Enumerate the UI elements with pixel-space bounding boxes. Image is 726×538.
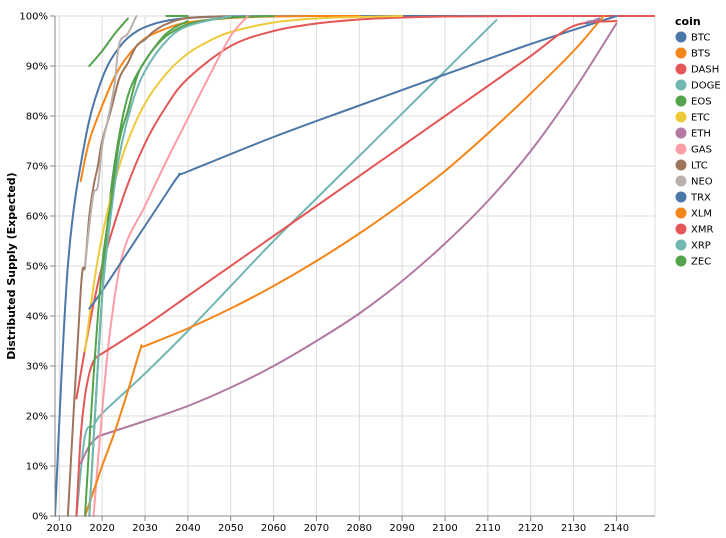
y-tick-label: 70%	[26, 162, 48, 173]
legend-item-trx: TRX	[675, 191, 711, 204]
legend-label: XLM	[691, 209, 712, 220]
x-tick-label: 2040	[175, 523, 200, 534]
legend-label: GAS	[691, 145, 712, 156]
legend-label: LTC	[691, 161, 708, 172]
legend-swatch	[675, 223, 687, 235]
series-line-eth	[79, 22, 618, 465]
series-line-eth	[585, 18, 601, 23]
legend-swatch	[675, 143, 687, 155]
legend-swatch	[675, 79, 687, 91]
legend-label: XMR	[691, 225, 713, 236]
legend-swatch	[675, 31, 687, 43]
y-tick-label: 50%	[26, 262, 48, 273]
legend-swatch	[675, 63, 687, 75]
legend-swatch	[675, 191, 687, 203]
y-tick-label: 90%	[26, 62, 48, 73]
x-tick-label: 2050	[218, 523, 243, 534]
legend-label: BTC	[691, 33, 710, 44]
y-tick-label: 80%	[26, 112, 48, 123]
legend-item-doge: DOGE	[675, 79, 721, 92]
y-tick-label: 30%	[26, 362, 48, 373]
legend-swatch	[675, 239, 687, 251]
legend-swatch	[675, 207, 687, 219]
x-tick-label: 2120	[518, 523, 543, 534]
series-line-gas	[92, 15, 249, 517]
legend-title: coin	[675, 15, 701, 28]
legend-label: DASH	[691, 65, 719, 76]
legend-item-ltc: LTC	[675, 159, 708, 172]
legend-swatch	[675, 175, 687, 187]
legend-label: ZEC	[691, 257, 711, 268]
legend: coin BTC BTS DASH DOGE EOS ETC ETH GAS LTC NEO TRX…	[675, 15, 721, 268]
legend-label: EOS	[691, 97, 712, 108]
legend-item-xrp: XRP	[675, 239, 711, 252]
legend-item-neo: NEO	[675, 175, 713, 188]
legend-item-dash: DASH	[675, 63, 719, 76]
legend-item-zec: ZEC	[675, 255, 711, 268]
y-tick-label: 10%	[26, 462, 48, 473]
y-tick-label: 60%	[26, 212, 48, 223]
y-axis-title: Distributed Supply (Expected)	[5, 172, 18, 359]
legend-item-btc: BTC	[675, 31, 710, 44]
legend-item-gas: GAS	[675, 143, 712, 156]
legend-item-xmr: XMR	[675, 223, 713, 236]
legend-label: BTS	[691, 49, 710, 60]
series-line-neo	[84, 15, 138, 267]
x-tick-label: 2070	[304, 523, 329, 534]
x-tick-label: 2130	[561, 523, 586, 534]
series-line-doge	[75, 19, 498, 517]
series-line-trx	[88, 15, 618, 310]
y-tick-label: 20%	[26, 412, 48, 423]
x-tick-label: 2110	[475, 523, 500, 534]
axes: 0% 10% 20% 30% 40% 50% 60% 70% 80% 90% 100% 2010 202…	[19, 12, 655, 534]
x-tick-label: 2100	[432, 523, 457, 534]
x-tick-label: 2140	[604, 523, 629, 534]
x-tick-label: 2020	[89, 523, 114, 534]
series-line-xlm	[84, 15, 605, 517]
series-line-bts	[79, 14, 361, 182]
x-tick-label: 2080	[347, 523, 372, 534]
legend-swatch	[675, 127, 687, 139]
series-line-etc	[84, 15, 404, 352]
legend-label: NEO	[691, 177, 713, 188]
legend-item-bts: BTS	[675, 47, 710, 60]
legend-item-etc: ETC	[675, 111, 710, 124]
series-line-zec	[84, 20, 189, 517]
y-tick-label: 100%	[19, 12, 48, 23]
legend-label: TRX	[690, 193, 711, 204]
x-tick-label: 2030	[132, 523, 157, 534]
series-layer	[55, 14, 655, 517]
x-tick-label: 2060	[261, 523, 286, 534]
series-line-dash	[75, 14, 655, 400]
legend-swatch	[675, 111, 687, 123]
grid	[54, 15, 656, 517]
series-line-zec	[88, 17, 129, 67]
legend-swatch	[675, 159, 687, 171]
legend-item-eth: ETH	[675, 127, 711, 140]
series-line-xrp	[88, 15, 232, 517]
legend-label: DOGE	[691, 81, 721, 92]
legend-swatch	[675, 95, 687, 107]
legend-label: XRP	[691, 241, 711, 252]
x-tick-label: 2090	[389, 523, 414, 534]
legend-label: ETH	[691, 129, 711, 140]
legend-swatch	[675, 47, 687, 59]
y-tick-label: 0%	[32, 512, 48, 523]
legend-swatch	[675, 255, 687, 267]
y-tick-label: 40%	[26, 312, 48, 323]
legend-item-xlm: XLM	[675, 207, 712, 220]
x-tick-label: 2010	[47, 523, 72, 534]
legend-label: ETC	[691, 113, 710, 124]
legend-item-eos: EOS	[675, 95, 712, 108]
series-line-xmr	[75, 20, 618, 517]
